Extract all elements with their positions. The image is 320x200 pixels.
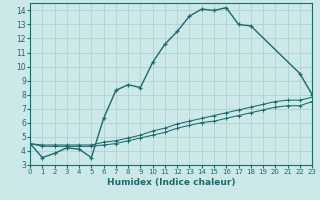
X-axis label: Humidex (Indice chaleur): Humidex (Indice chaleur): [107, 178, 235, 187]
